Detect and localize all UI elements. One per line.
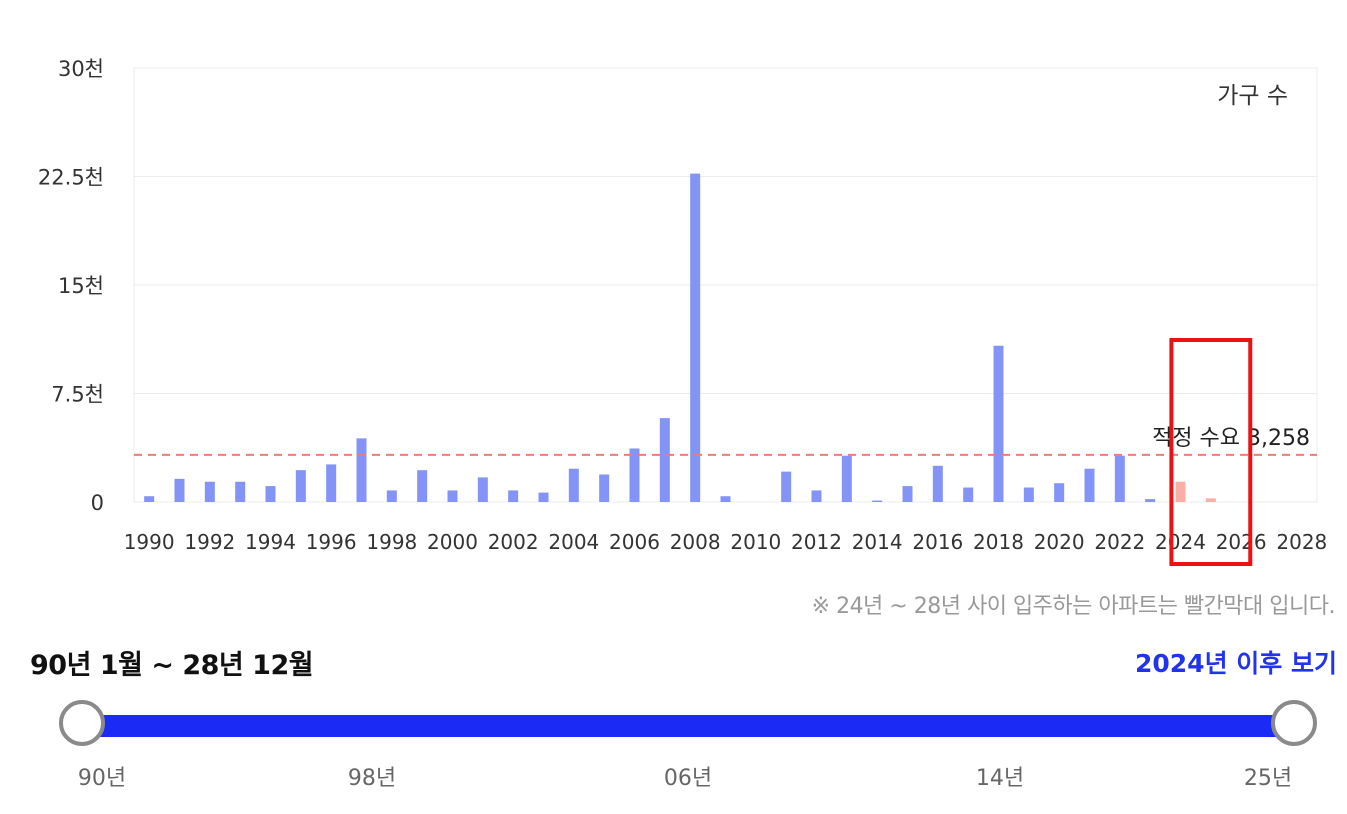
period-slider[interactable] <box>58 698 1318 754</box>
series-label: 가구 수 <box>1217 83 1288 109</box>
y-tick-label: 0 <box>91 491 104 515</box>
x-tick-label: 2022 <box>1094 530 1145 554</box>
slider-tick-label: 06년 <box>663 766 713 791</box>
slider-start-handle[interactable] <box>59 700 105 746</box>
x-tick-label: 1992 <box>184 530 235 554</box>
bar <box>174 478 185 502</box>
slider-tick-label: 90년 <box>77 766 127 791</box>
bar <box>447 490 458 502</box>
x-tick-label: 2016 <box>912 530 963 554</box>
bar <box>599 474 610 502</box>
household-supply-chart: 0 7.5천 15천 22.5천 30천 1990 1992 1994 1996 1998 200… <box>38 57 1328 566</box>
bar <box>932 465 943 502</box>
x-tick-label: 2000 <box>427 530 478 554</box>
slider-tick-label: 25년 <box>1243 766 1293 791</box>
x-tick-label: 2028 <box>1276 530 1327 554</box>
x-tick-label: 2014 <box>852 530 903 554</box>
slider-tick-label: 14년 <box>975 766 1025 791</box>
bar <box>295 470 306 502</box>
y-tick-label: 15천 <box>58 274 104 298</box>
x-tick-label: 2010 <box>730 530 781 554</box>
bar <box>265 486 276 502</box>
x-tick-label: 2008 <box>670 530 721 554</box>
bar <box>720 496 731 502</box>
x-tick-label: 2012 <box>791 530 842 554</box>
reference-line-label: 적정 수요 3,258 <box>1152 426 1310 451</box>
x-tick-label: 1994 <box>245 530 296 554</box>
bar <box>781 471 792 502</box>
x-tick-label: 1996 <box>306 530 357 554</box>
bar <box>1145 499 1156 502</box>
y-tick-label: 30천 <box>58 57 104 81</box>
x-tick-label: 2020 <box>1034 530 1085 554</box>
bar <box>811 490 822 502</box>
slider-end-handle[interactable] <box>1271 700 1317 746</box>
bar <box>568 468 579 502</box>
bar <box>629 448 640 502</box>
bar <box>872 500 883 502</box>
bar <box>1023 487 1034 502</box>
bar <box>841 455 852 502</box>
bar <box>326 464 337 502</box>
x-tick-label: 2026 <box>1216 530 1267 554</box>
bar <box>993 345 1004 502</box>
footnote: ※ 24년 ~ 28년 사이 입주하는 아파트는 빨간막대 입니다. <box>811 594 1336 619</box>
grid-lines <box>134 67 1317 503</box>
bar <box>386 490 397 502</box>
slider-tick-label: 98년 <box>347 766 397 791</box>
highlight-box <box>1169 338 1253 566</box>
bars <box>144 173 1216 502</box>
bar <box>1054 483 1065 502</box>
x-tick-label: 2024 <box>1155 530 1206 554</box>
bar <box>417 470 428 502</box>
bar <box>144 496 155 502</box>
date-range-label: 90년 1월 ~ 28년 12월 <box>30 650 314 681</box>
bar <box>963 487 974 502</box>
bar <box>1084 468 1095 502</box>
x-tick-label: 2002 <box>488 530 539 554</box>
x-tick-label: 2006 <box>609 530 660 554</box>
y-tick-labels: 0 7.5천 15천 22.5천 30천 <box>38 57 104 515</box>
bar <box>235 481 246 502</box>
x-tick-labels: 1990 1992 1994 1996 1998 2000 2002 2004 2006 2008… <box>124 530 1328 554</box>
bar <box>356 438 367 502</box>
x-tick-label: 2018 <box>973 530 1024 554</box>
bar <box>1205 498 1216 502</box>
bar <box>477 477 488 502</box>
y-tick-label: 7.5천 <box>51 383 104 407</box>
bar <box>508 490 519 502</box>
x-tick-label: 1990 <box>124 530 175 554</box>
bar <box>538 492 549 502</box>
bar <box>659 418 670 502</box>
bar <box>1175 481 1186 502</box>
bar <box>204 481 215 502</box>
x-tick-label: 1998 <box>366 530 417 554</box>
after-2024-link[interactable]: 2024년 이후 보기 <box>1135 649 1337 678</box>
bar <box>1114 455 1125 502</box>
slider-track[interactable] <box>82 715 1294 737</box>
bar <box>902 486 913 502</box>
y-tick-label: 22.5천 <box>38 166 104 190</box>
bar <box>690 173 701 502</box>
x-tick-label: 2004 <box>548 530 599 554</box>
